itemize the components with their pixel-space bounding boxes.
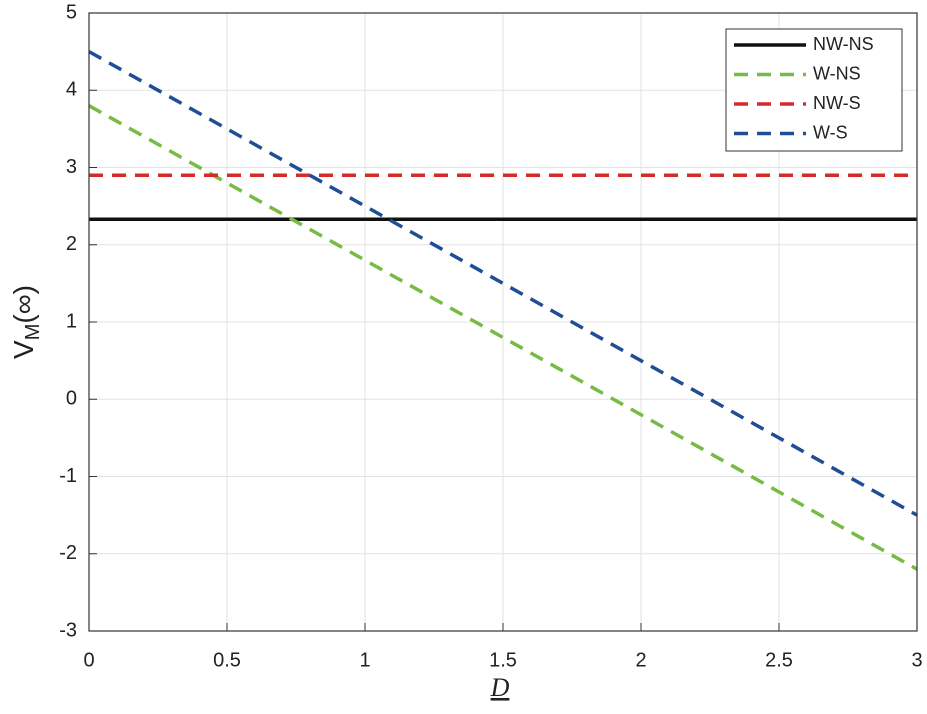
y-tick-label: 0 bbox=[66, 388, 77, 410]
y-tick-label: 5 bbox=[66, 1, 77, 23]
x-tick-label: 1 bbox=[359, 649, 370, 671]
y-tick-label: -3 bbox=[59, 619, 77, 641]
x-axis-label: D bbox=[490, 673, 510, 702]
legend-label: NW-S bbox=[813, 93, 861, 113]
y-tick-label: -1 bbox=[59, 465, 77, 487]
y-label-subscript: M bbox=[22, 324, 44, 341]
y-tick-label: 2 bbox=[66, 233, 77, 255]
y-tick-label: 3 bbox=[66, 156, 77, 178]
y-label-main: V bbox=[8, 340, 39, 359]
axes-box bbox=[88, 12, 918, 632]
legend: NW-NS W-NS NW-S W-S bbox=[725, 28, 903, 152]
x-tick-label: 0.5 bbox=[213, 649, 241, 671]
y-tick-label: 1 bbox=[66, 310, 77, 332]
x-tick-label: 3 bbox=[911, 649, 922, 671]
x-tick-label: 2.5 bbox=[765, 649, 793, 671]
x-tick-label: 0 bbox=[83, 649, 94, 671]
legend-label: NW-NS bbox=[813, 34, 874, 54]
legend-box bbox=[725, 28, 903, 152]
legend-label: W-NS bbox=[813, 63, 861, 83]
x-tick-label: 1.5 bbox=[489, 649, 517, 671]
y-tick-label: 4 bbox=[66, 79, 77, 101]
series-line bbox=[88, 50, 918, 517]
series-line bbox=[88, 104, 918, 571]
y-label-suffix: (∞) bbox=[8, 285, 39, 324]
y-axis-label: VM(∞) bbox=[8, 285, 44, 359]
y-tick-label: -2 bbox=[59, 542, 77, 564]
x-tick-label: 2 bbox=[635, 649, 646, 671]
legend-label: W-S bbox=[813, 122, 848, 142]
